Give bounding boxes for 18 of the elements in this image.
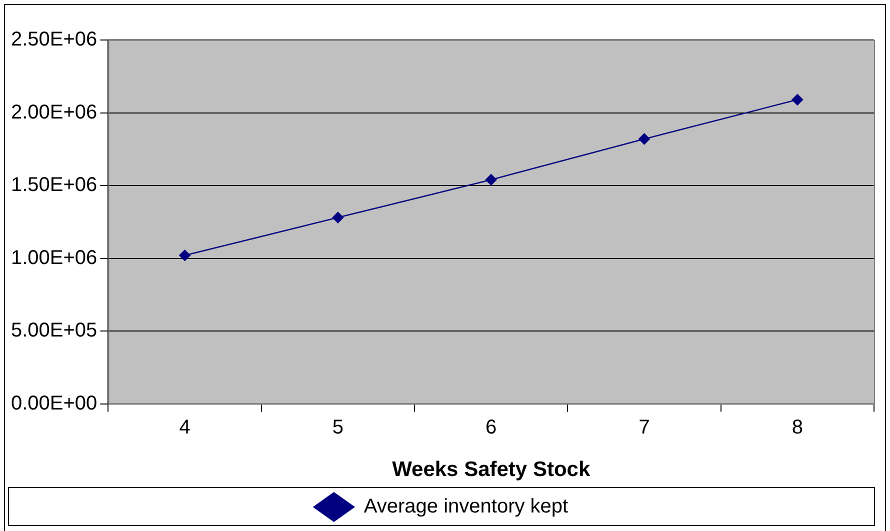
y-tick-label: 0.00E+00 (10, 392, 98, 414)
legend-label: Average inventory kept (364, 496, 569, 518)
x-tick-label: 4 (179, 416, 190, 438)
y-tick-label: 1.00E+06 (10, 246, 98, 269)
y-tick-label: 2.50E+06 (10, 28, 98, 51)
point (332, 212, 344, 224)
x-tick-label: 7 (638, 416, 650, 438)
y-tick-label: 1.50E+06 (10, 174, 98, 196)
y-tick-label: 5.00E+05 (10, 320, 98, 342)
x-tick-label: 5 (332, 416, 344, 438)
point (485, 174, 497, 186)
x-tick-label: 8 (792, 416, 803, 438)
point (179, 250, 190, 262)
point (638, 133, 650, 145)
x-tick-label: 6 (486, 416, 497, 438)
y-tick-label: 2.00E+06 (10, 101, 98, 124)
point (792, 94, 804, 106)
x-axis-title: Weeks Safety Stock (392, 458, 590, 482)
